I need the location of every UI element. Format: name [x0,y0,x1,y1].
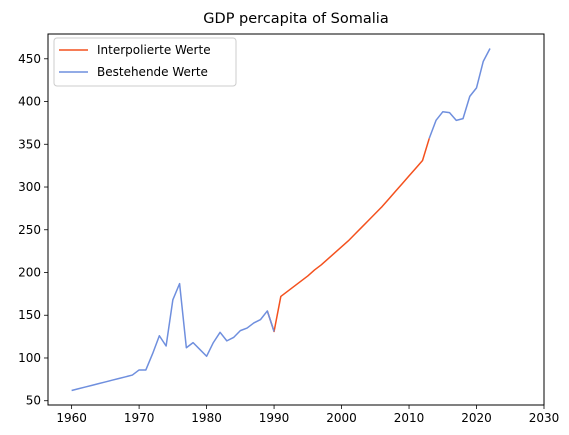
y-axis: 50 100 150 200 250 300 350 400 450 [18,52,48,408]
y-tick-label: 400 [18,95,41,109]
x-tick-label: 1960 [56,411,87,425]
chart-title: GDP percapita of Somalia [203,11,388,27]
y-tick-label: 200 [18,266,41,280]
series-line-interpolated [266,138,430,333]
x-tick-label: 2030 [529,411,560,425]
x-tick-label: 1980 [191,411,222,425]
series-line-existing [71,282,275,392]
y-tick-label: 150 [18,308,41,322]
series-line-existing-recent [428,48,491,139]
x-tick-label: 2010 [394,411,425,425]
y-tick-label: 450 [18,52,41,66]
legend-label: Bestehende Werte [97,65,208,79]
plot-frame [47,33,545,406]
x-tick-label: 2020 [461,411,492,425]
x-tick-label: 2000 [326,411,357,425]
legend: Interpolierte Werte Bestehende Werte [53,37,237,87]
x-tick-label: 1970 [124,411,155,425]
legend-label: Interpolierte Werte [97,43,211,57]
y-tick-label: 100 [18,351,41,365]
x-tick-label: 1990 [259,411,290,425]
y-tick-label: 350 [18,137,41,151]
plot-lines [71,48,491,392]
y-tick-label: 300 [18,180,41,194]
legend-box [53,37,237,87]
y-tick-label: 250 [18,223,41,237]
y-tick-label: 50 [26,394,41,408]
x-axis: 1960 1970 1980 1990 2000 2010 2020 2030 [56,405,559,425]
